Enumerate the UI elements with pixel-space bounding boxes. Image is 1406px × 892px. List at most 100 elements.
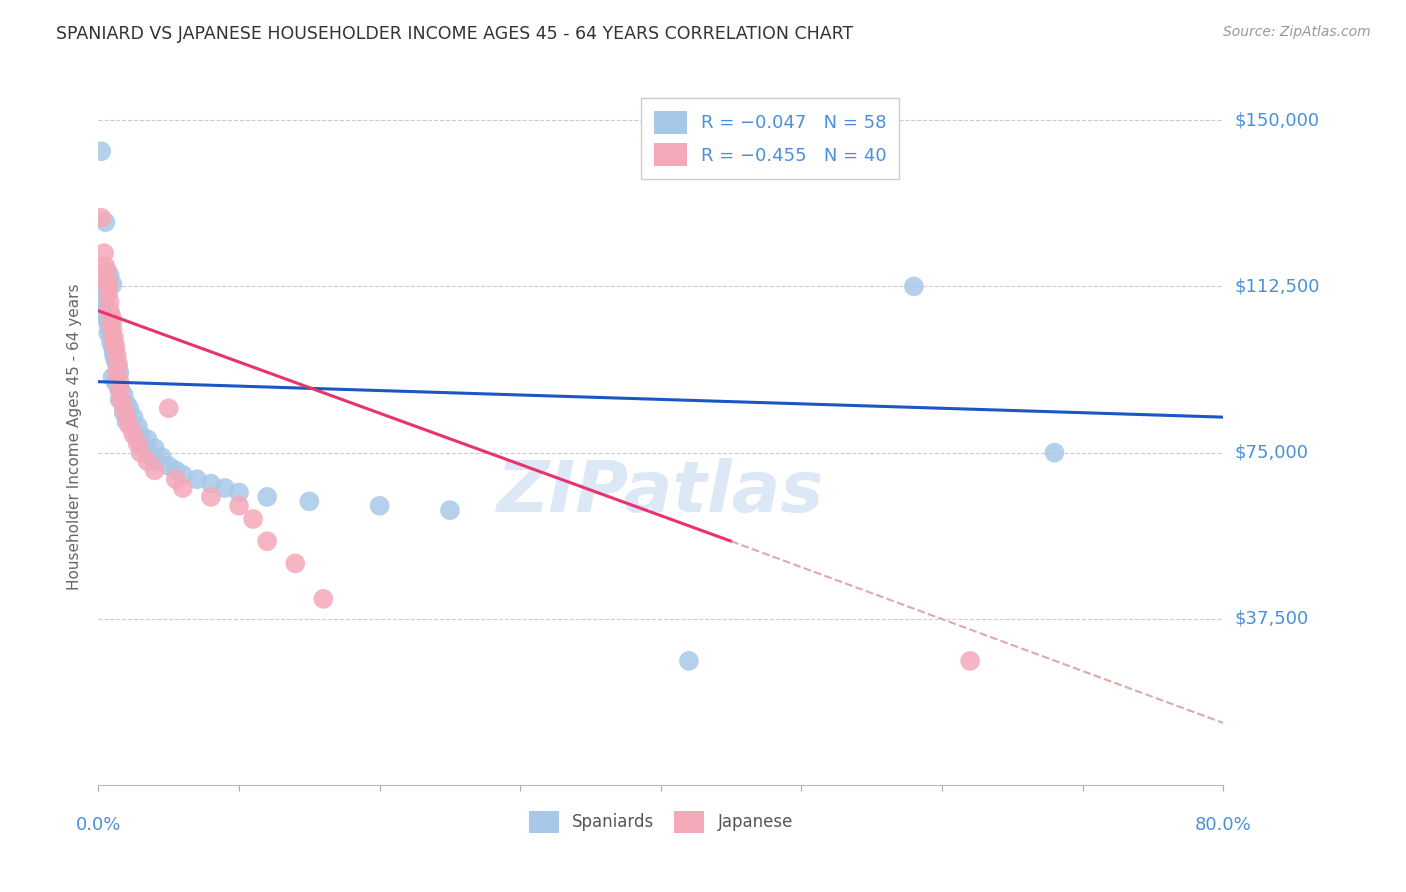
Point <box>97 286 120 301</box>
Point <box>214 481 236 495</box>
Point <box>127 419 149 434</box>
Point <box>103 334 125 349</box>
Point <box>93 291 115 305</box>
Point <box>100 330 122 344</box>
Point <box>108 366 131 380</box>
Point <box>90 282 112 296</box>
Point <box>91 286 114 301</box>
Point <box>98 321 121 335</box>
Point <box>298 494 321 508</box>
Point <box>93 294 115 309</box>
Point <box>108 392 131 407</box>
Point <box>122 410 145 425</box>
Point <box>112 401 135 416</box>
Point <box>107 379 129 393</box>
Point <box>118 401 141 416</box>
Point <box>200 490 222 504</box>
Point <box>101 321 124 335</box>
Point <box>105 348 128 362</box>
Point <box>101 339 124 353</box>
Point <box>91 299 114 313</box>
Point <box>97 277 120 292</box>
Point <box>98 268 121 283</box>
Point <box>104 375 127 389</box>
Point <box>96 308 118 322</box>
Point <box>90 145 112 159</box>
Point <box>115 415 138 429</box>
Point <box>143 454 166 468</box>
Point <box>959 654 981 668</box>
Point <box>96 264 118 278</box>
Text: SPANIARD VS JAPANESE HOUSEHOLDER INCOME AGES 45 - 64 YEARS CORRELATION CHART: SPANIARD VS JAPANESE HOUSEHOLDER INCOME … <box>56 25 853 43</box>
Point <box>136 454 159 468</box>
Point <box>103 330 125 344</box>
Point <box>90 211 112 225</box>
Point <box>122 428 145 442</box>
Point <box>101 312 124 326</box>
Text: 80.0%: 80.0% <box>1195 815 1251 833</box>
Text: $75,000: $75,000 <box>1234 443 1309 461</box>
Point <box>256 534 278 549</box>
Point <box>118 419 141 434</box>
Point <box>97 326 120 340</box>
Point <box>136 432 159 446</box>
Point <box>115 397 138 411</box>
Y-axis label: Householder Income Ages 45 - 64 years: Householder Income Ages 45 - 64 years <box>67 284 83 591</box>
Point <box>98 303 121 318</box>
Point <box>96 273 118 287</box>
Point <box>127 436 149 450</box>
Point <box>98 294 121 309</box>
Point <box>129 436 152 450</box>
Point <box>100 334 122 349</box>
Point <box>107 357 129 371</box>
Point <box>1043 445 1066 459</box>
Point <box>94 260 117 274</box>
Text: $150,000: $150,000 <box>1234 112 1319 129</box>
Point <box>165 472 187 486</box>
Point <box>129 445 152 459</box>
Point <box>105 357 128 371</box>
Text: 0.0%: 0.0% <box>76 815 121 833</box>
Point <box>903 279 925 293</box>
Point <box>105 366 128 380</box>
Point <box>136 445 159 459</box>
Point <box>312 591 335 606</box>
Point <box>368 499 391 513</box>
Point <box>200 476 222 491</box>
Point <box>129 428 152 442</box>
Point <box>104 352 127 367</box>
Text: $112,500: $112,500 <box>1234 277 1320 295</box>
Point <box>96 312 118 326</box>
Point <box>94 303 117 318</box>
Point <box>143 463 166 477</box>
Point <box>439 503 461 517</box>
Point <box>97 317 120 331</box>
Point <box>104 339 127 353</box>
Point <box>284 557 307 571</box>
Point <box>112 388 135 402</box>
Point <box>186 472 208 486</box>
Point <box>228 499 250 513</box>
Point <box>107 361 129 376</box>
Point <box>143 441 166 455</box>
Point <box>101 370 124 384</box>
Point <box>172 481 194 495</box>
Point <box>108 384 131 398</box>
Point <box>94 215 117 229</box>
Point <box>110 384 132 398</box>
Point <box>103 348 125 362</box>
Point <box>93 246 115 260</box>
Text: Source: ZipAtlas.com: Source: ZipAtlas.com <box>1223 25 1371 39</box>
Point <box>256 490 278 504</box>
Legend: Spaniards, Japanese: Spaniards, Japanese <box>522 805 800 839</box>
Point <box>165 463 187 477</box>
Text: $37,500: $37,500 <box>1234 610 1309 628</box>
Point <box>228 485 250 500</box>
Point <box>157 401 180 416</box>
Point <box>150 450 173 464</box>
Point <box>100 317 122 331</box>
Point <box>110 392 132 407</box>
Point <box>172 467 194 482</box>
Point <box>108 375 131 389</box>
Point <box>157 458 180 473</box>
